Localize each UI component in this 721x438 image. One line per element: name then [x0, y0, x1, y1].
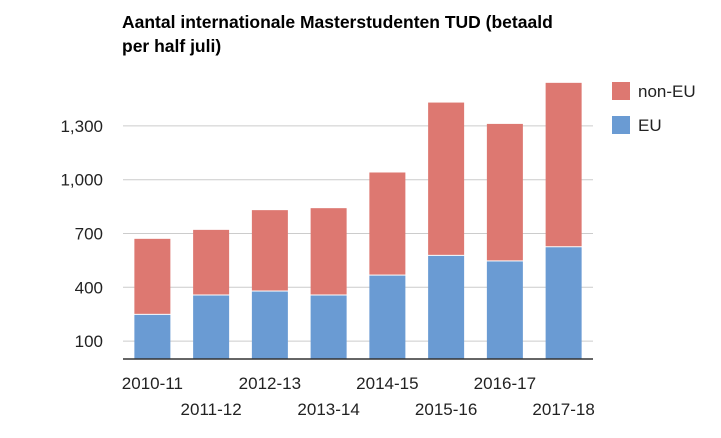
x-tick-label: 2011-12 [181, 400, 242, 419]
x-tick-label: 2015-16 [415, 400, 477, 419]
bar-eu-2013-14 [310, 295, 347, 359]
bar-eu-2011-12 [193, 295, 230, 359]
x-tick-label: 2012-13 [239, 374, 301, 393]
bar-non-eu-2010-11 [134, 238, 171, 314]
y-tick-label: 700 [75, 224, 103, 243]
x-tick-label: 2017-18 [532, 400, 594, 419]
bar-eu-2017-18 [545, 247, 582, 359]
bar-eu-2012-13 [251, 291, 288, 359]
legend-label: EU [638, 116, 662, 135]
bar-non-eu-2017-18 [545, 82, 582, 247]
legend-swatch-non-eu [612, 82, 630, 100]
y-tick-label: 400 [75, 278, 103, 297]
bar-eu-2014-15 [369, 275, 406, 359]
x-tick-label: 2016-17 [474, 374, 536, 393]
x-tick-label: 2014-15 [356, 374, 418, 393]
bar-non-eu-2016-17 [486, 123, 523, 261]
bar-eu-2016-17 [486, 261, 523, 359]
bar-eu-2010-11 [134, 314, 171, 359]
y-tick-label: 1,300 [60, 117, 103, 136]
bar-non-eu-2011-12 [193, 229, 230, 295]
y-tick-label: 1,000 [60, 171, 103, 190]
bar-non-eu-2014-15 [369, 172, 406, 275]
legend-label: non-EU [638, 82, 696, 101]
y-tick-label: 100 [75, 332, 103, 351]
bar-non-eu-2013-14 [310, 208, 347, 295]
bar-non-eu-2015-16 [428, 102, 465, 255]
bar-eu-2015-16 [428, 255, 465, 359]
chart-title: Aantal internationale Masterstudenten TU… [122, 12, 553, 56]
bar-non-eu-2012-13 [251, 210, 288, 291]
x-tick-label: 2010-11 [122, 374, 183, 393]
x-tick-label: 2013-14 [297, 400, 359, 419]
legend-swatch-eu [612, 116, 630, 134]
